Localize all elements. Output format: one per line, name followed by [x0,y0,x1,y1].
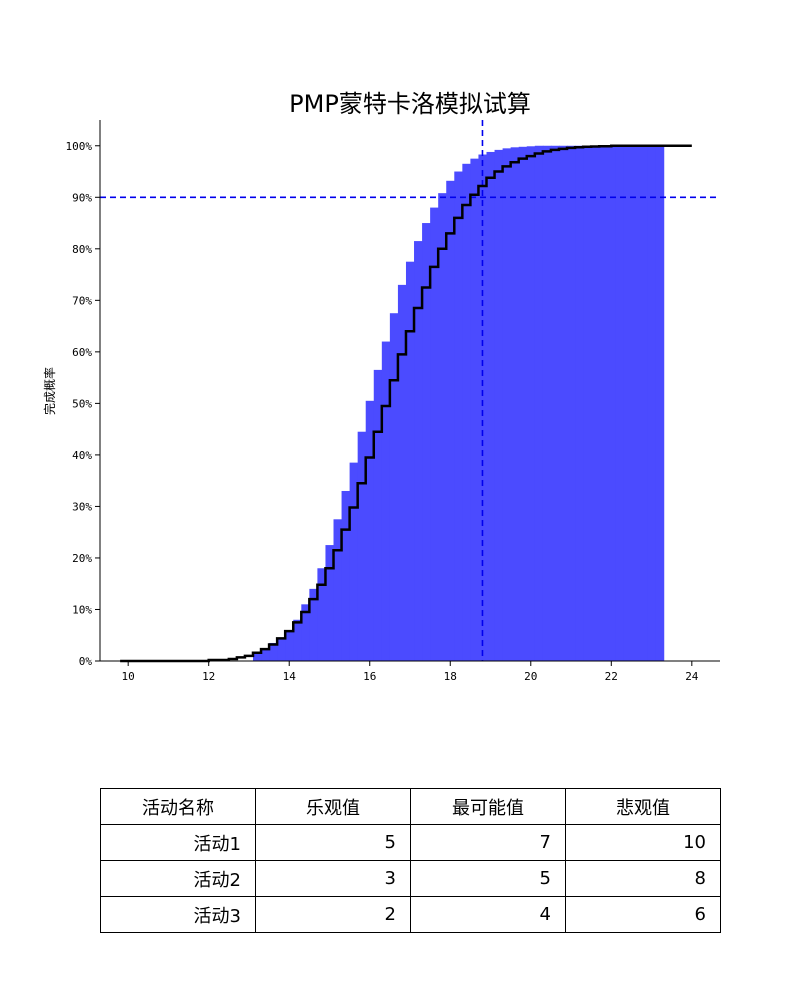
reference-lines [100,120,720,661]
histogram-bar [293,619,302,661]
y-tick-label: 60% [72,346,92,359]
histogram-bar [349,462,359,661]
x-axis-ticks: 10 12 14 16 18 20 22 24 [122,661,699,683]
histogram-bar [365,400,375,661]
histogram-bar [269,642,278,661]
histogram-bar [599,145,608,661]
cumulative-probability-line [120,144,692,663]
histogram-bar [285,630,294,661]
table-header-cell: 最可能值 [410,788,566,825]
histogram-bar [647,145,657,661]
histogram-bar [357,431,367,661]
histogram-bar [422,223,431,662]
x-tick-label: 16 [363,670,376,683]
y-tick-label: 100% [66,140,93,153]
x-tick-label: 12 [202,670,215,683]
histogram-bar [486,151,496,661]
y-tick-label: 20% [72,552,92,565]
table-cell: 活动2 [100,860,256,897]
histogram-bar [381,341,391,661]
histogram-bar [502,148,512,662]
y-tick-label: 80% [72,243,92,256]
y-tick-label: 10% [72,603,92,616]
histogram-bar [550,145,560,661]
histogram-bar [454,171,463,661]
table-cell: 2 [255,896,411,933]
y-axis-label: 完成概率 [42,367,57,415]
histogram-bar [462,163,471,662]
histogram-bar [446,180,455,661]
histogram-bar [373,369,383,661]
table-row: 活动2 3 5 8 [100,860,721,897]
histogram-bars [252,145,665,662]
chart-title: PMP蒙特卡洛模拟试算 [289,90,531,118]
histogram-bar [655,145,665,661]
histogram-bar [325,545,335,661]
table-cell: 活动3 [100,896,256,933]
y-axis-ticks: 0% 10% 20% 30% 40% 50% 60% 70% 80% 90% 100% [66,140,100,668]
activity-table: 活动名称 乐观值 最可能值 悲观值 活动1 5 7 10 活动2 3 5 8 活… [100,788,721,933]
histogram-bar [301,604,310,661]
histogram-bar [615,145,624,661]
histogram-bar [583,145,592,661]
histogram-bar [478,154,488,662]
histogram-bar [397,284,407,661]
histogram-bar [607,145,616,661]
histogram-bar [333,519,343,661]
histogram-bar [639,145,649,661]
histogram-bar [317,568,327,661]
histogram-bar [518,146,528,662]
histogram-bar [567,145,576,661]
histogram-bar [470,158,480,661]
histogram-bar [438,193,447,661]
y-tick-label: 30% [72,500,92,513]
histogram-bar [558,145,568,661]
histogram-bar [277,637,286,661]
histogram-bar [542,145,552,661]
histogram-bar [252,653,262,661]
table-cell: 4 [410,896,566,933]
table-row: 活动1 5 7 10 [100,824,721,861]
histogram-bar [631,145,641,661]
y-tick-label: 90% [72,191,92,204]
table-cell: 5 [410,860,566,897]
histogram-bar [405,261,415,661]
histogram-bar [261,648,270,661]
histogram-bar [575,145,584,661]
y-tick-label: 70% [72,294,92,307]
table-header-row: 活动名称 乐观值 最可能值 悲观值 [100,788,721,825]
table-cell: 3 [255,860,411,897]
table-cell: 活动1 [100,824,256,861]
table-row: 活动3 2 4 6 [100,896,721,933]
x-tick-label: 24 [685,670,699,683]
histogram-bar [341,490,351,661]
table-cell: 6 [565,896,721,933]
x-tick-label: 14 [283,670,297,683]
y-tick-label: 40% [72,449,92,462]
y-tick-label: 50% [72,397,92,410]
histogram-bar [591,145,600,661]
table-header-cell: 活动名称 [100,788,256,825]
histogram-bar [389,313,399,661]
table-cell: 8 [565,860,721,897]
histogram-bar [534,145,544,661]
histogram-bar [623,145,633,661]
table-header-cell: 悲观值 [565,788,721,825]
histogram-bar [430,207,439,662]
x-tick-label: 18 [444,670,457,683]
table-cell: 5 [255,824,411,861]
table-cell: 7 [410,824,566,861]
table-header-cell: 乐观值 [255,788,411,825]
y-tick-label: 0% [79,655,93,668]
x-tick-label: 22 [605,670,618,683]
table-cell: 10 [565,824,721,861]
histogram-bar [414,241,423,662]
x-tick-label: 10 [122,670,135,683]
x-tick-label: 20 [524,670,537,683]
histogram-bar [526,146,536,661]
histogram-bar [309,588,319,661]
histogram-bar [510,147,520,661]
histogram-bar [494,149,504,662]
